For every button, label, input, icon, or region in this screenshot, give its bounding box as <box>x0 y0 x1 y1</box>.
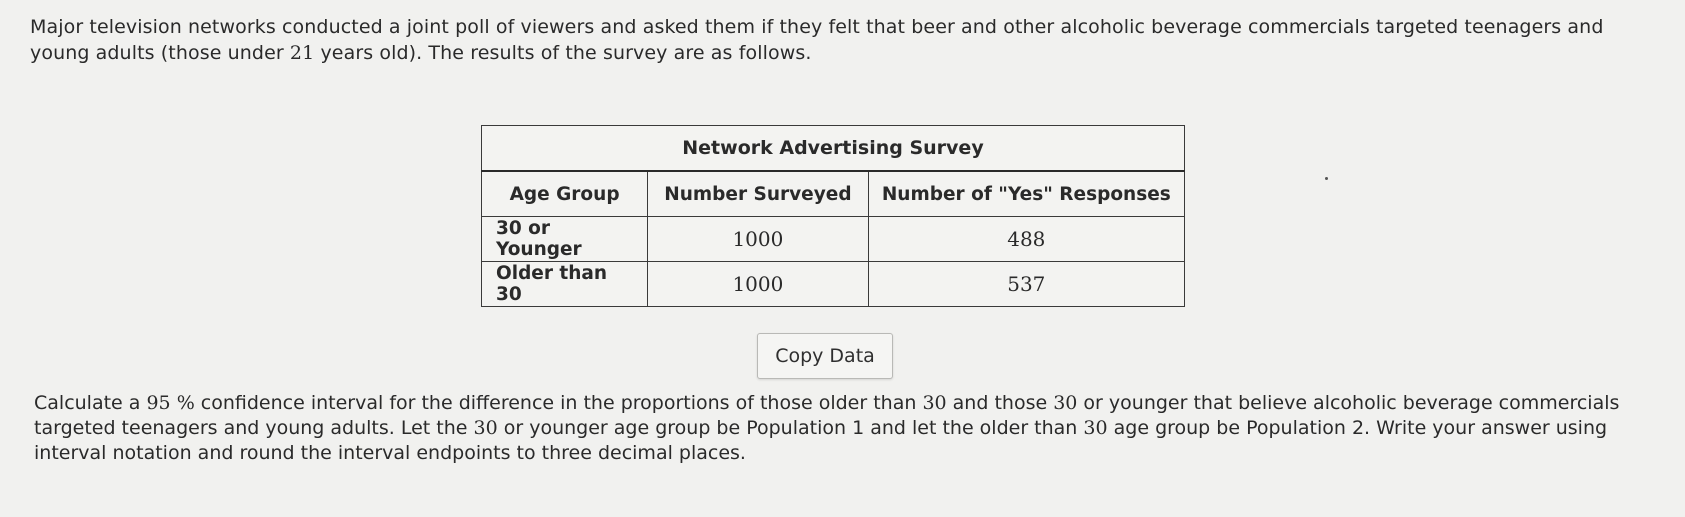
header-age-group: Age Group <box>480 170 649 217</box>
intro-text-end: years old). The results of the survey ar… <box>314 42 812 64</box>
question-percent: % <box>170 392 195 414</box>
question-part: and those <box>946 392 1054 414</box>
row-label-older-than-30: Older than 30 <box>480 261 649 307</box>
question-part: or younger age group be Population 1 and… <box>497 417 1084 439</box>
header-number-surveyed: Number Surveyed <box>647 170 869 217</box>
question-text: Calculate a 95 % confidence interval for… <box>34 391 1649 466</box>
table-row: Older than 30 1000 537 <box>480 261 1186 307</box>
question-part: or younger that believe alcoholic bevera… <box>34 392 1620 439</box>
question-part: Calculate a <box>34 392 147 414</box>
cell-yes-responses: 488 <box>867 216 1186 262</box>
table-row: 30 or Younger 1000 488 <box>480 216 1186 262</box>
cell-yes-responses: 537 <box>867 261 1186 307</box>
question-part: age group be Population 2. Write your an… <box>34 417 1608 464</box>
row-label-30-or-younger: 30 or Younger <box>480 216 649 262</box>
copy-data-button[interactable]: Copy Data <box>757 333 893 379</box>
question-number: 30 <box>922 392 947 414</box>
intro-text: Major television networks conducted a jo… <box>30 16 1604 64</box>
question-part: confidence interval for the difference i… <box>194 392 923 414</box>
problem-intro: Major television networks conducted a jo… <box>30 14 1660 66</box>
question-number: 30 <box>1083 417 1108 439</box>
stray-mark <box>1325 177 1328 180</box>
question-number: 30 <box>473 417 498 439</box>
advertising-survey-table: Network Advertising Survey Age Group Num… <box>480 125 1186 307</box>
question-number: 95 <box>146 392 171 414</box>
cell-surveyed: 1000 <box>647 261 869 307</box>
question-number: 30 <box>1053 392 1078 414</box>
table-caption: Network Advertising Survey <box>481 125 1185 172</box>
cell-surveyed: 1000 <box>647 216 869 262</box>
intro-number: 21 <box>289 42 315 64</box>
header-yes-responses: Number of "Yes" Responses <box>867 170 1186 217</box>
